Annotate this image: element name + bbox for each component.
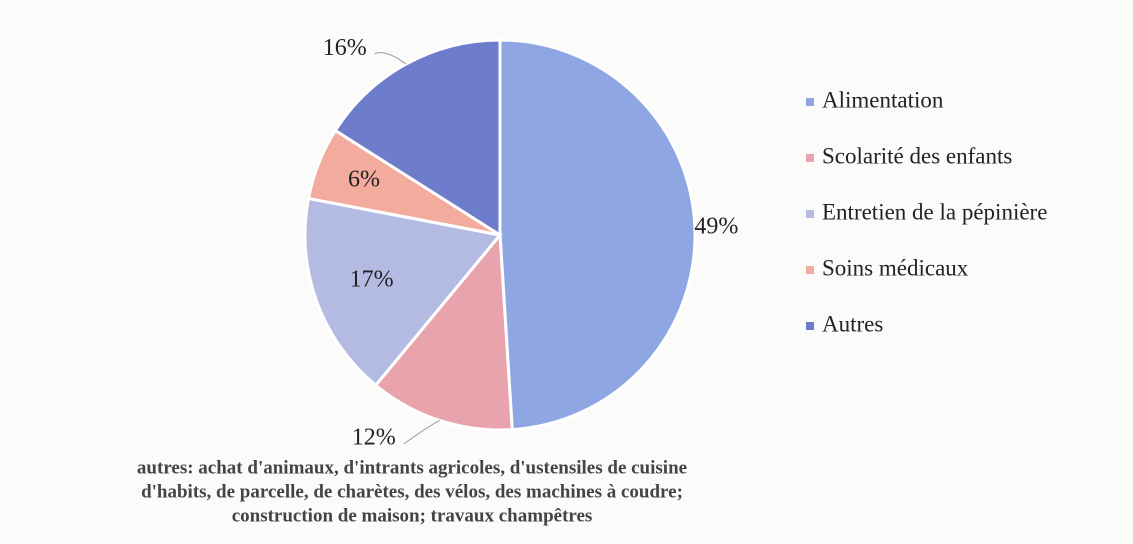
annotation: construction de maison; travaux champêtr… [232,505,593,526]
legend-swatch [806,322,814,330]
legend-swatch [806,98,814,106]
data-label: 6% [348,167,380,193]
data-label: 16% [323,35,367,61]
data-label: 49% [694,214,738,240]
legend-swatch [806,266,814,274]
legend-swatch [806,210,814,218]
data-label: 17% [350,267,394,293]
annotation: d'habits, de parcelle, de charètes, des … [141,481,683,502]
legend-label: Alimentation [822,87,944,112]
legend-label: Entretien de la pépinière [822,199,1047,224]
legend-label: Autres [822,311,883,336]
pie-slice [498,38,697,432]
leader-line [374,52,407,65]
pie-slice [333,38,502,238]
data-label: 12% [352,425,396,451]
legend-label: Scolarité des enfants [822,143,1012,168]
legend-label: Soins médicaux [822,255,969,280]
pie-slice [373,231,514,432]
pie-slice [303,196,503,388]
leader-line [403,420,440,445]
annotation: autres: achat d'animaux, d'intrants agri… [137,457,687,478]
legend-swatch [806,154,814,162]
